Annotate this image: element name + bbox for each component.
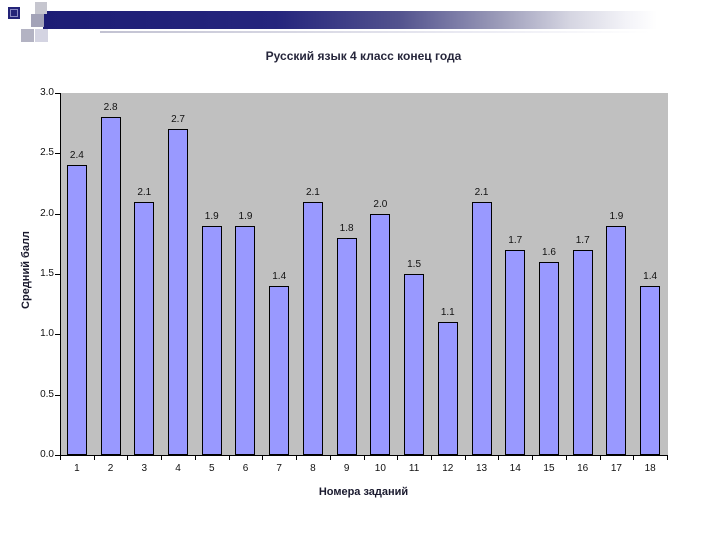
chart-title: Русский язык 4 класс конец года xyxy=(265,49,462,63)
y-tick-mark xyxy=(55,455,60,456)
x-tick-label: 13 xyxy=(475,463,488,474)
x-tick-mark xyxy=(329,456,331,460)
x-tick-mark xyxy=(464,456,466,460)
x-tick-label: 17 xyxy=(610,463,622,474)
x-tick-mark xyxy=(127,456,129,460)
x-tick-label: 2 xyxy=(107,463,114,474)
x-tick-label: 11 xyxy=(408,463,420,474)
x-tick-mark xyxy=(667,456,668,460)
deco-square-pale-lavender xyxy=(35,29,48,42)
x-tick-label: 1 xyxy=(74,463,80,474)
bar-value-label: 1.7 xyxy=(575,235,590,246)
bar-value-label: 1.8 xyxy=(339,223,354,234)
bar-value-label: 1.9 xyxy=(609,211,624,222)
bar-task-5 xyxy=(201,226,222,455)
bar-value-label: 2.7 xyxy=(171,114,185,125)
y-tick-label: 0.0 xyxy=(40,449,54,460)
bar-value-label: 2.8 xyxy=(103,102,118,113)
y-tick-mark xyxy=(55,93,60,94)
x-axis-title: Номера заданий xyxy=(318,486,409,498)
bar-value-label: 1.6 xyxy=(542,247,556,258)
x-tick-mark xyxy=(565,456,567,460)
x-tick-mark xyxy=(397,456,399,460)
y-tick-mark xyxy=(55,334,60,336)
bar-task-8 xyxy=(302,202,323,455)
y-tick-label: 3.0 xyxy=(40,87,54,98)
bar-task-16 xyxy=(572,250,593,455)
bar-task-18 xyxy=(640,286,661,455)
x-tick-label: 6 xyxy=(242,463,249,474)
x-tick-mark xyxy=(93,456,95,460)
bar-task-1 xyxy=(66,165,87,455)
header-underline xyxy=(100,31,650,33)
x-tick-mark xyxy=(532,456,534,460)
deco-square-medium-gray xyxy=(31,14,44,27)
bar-task-17 xyxy=(606,226,627,455)
x-tick-label: 7 xyxy=(276,463,282,474)
x-tick-label: 16 xyxy=(577,463,589,474)
x-tick-label: 14 xyxy=(509,463,521,474)
bar-task-3 xyxy=(134,202,155,455)
y-tick-mark xyxy=(55,153,60,155)
y-tick-mark xyxy=(55,394,60,396)
x-tick-mark xyxy=(161,456,163,460)
bar-value-label: 1.7 xyxy=(508,235,523,246)
x-tick-mark xyxy=(296,456,298,460)
bar-value-label: 2.0 xyxy=(373,199,388,210)
deco-square-inner-outline xyxy=(10,9,18,17)
plot-area xyxy=(60,93,668,456)
y-tick-mark xyxy=(55,213,60,215)
y-tick-label: 1.0 xyxy=(40,328,54,340)
x-tick-mark xyxy=(498,456,500,460)
deco-square-navy-outlined xyxy=(8,7,20,19)
bar-value-label: 2.1 xyxy=(474,187,489,198)
x-tick-mark xyxy=(363,456,365,460)
bar-task-9 xyxy=(336,238,357,455)
x-tick-label: 9 xyxy=(343,463,350,474)
bar-value-label: 1.9 xyxy=(238,211,253,222)
x-tick-label: 15 xyxy=(543,463,555,474)
x-tick-label: 10 xyxy=(374,463,386,474)
bar-task-2 xyxy=(100,117,121,455)
x-tick-mark xyxy=(228,456,230,460)
x-tick-mark xyxy=(599,456,601,460)
x-tick-label: 4 xyxy=(175,463,181,474)
y-tick-label: 1.5 xyxy=(40,268,54,279)
x-tick-mark xyxy=(633,456,635,460)
x-tick-mark xyxy=(430,456,432,460)
bar-task-4 xyxy=(168,129,189,455)
y-tick-label: 2.5 xyxy=(40,147,54,159)
x-tick-label: 8 xyxy=(310,463,316,474)
bar-value-label: 1.1 xyxy=(440,307,455,318)
x-tick-label: 3 xyxy=(141,463,148,474)
bar-task-6 xyxy=(235,226,256,455)
x-tick-mark xyxy=(262,456,264,460)
bar-task-7 xyxy=(269,286,290,455)
bar-task-12 xyxy=(437,322,458,455)
bar-value-label: 1.5 xyxy=(407,259,422,270)
header-gradient-bar xyxy=(43,11,657,29)
x-tick-label: 12 xyxy=(442,463,454,474)
deco-square-light-gray xyxy=(21,29,34,42)
bar-value-label: 2.1 xyxy=(305,187,320,198)
x-tick-mark xyxy=(60,456,61,460)
bar-task-11 xyxy=(404,274,425,455)
bar-task-14 xyxy=(505,250,526,455)
bar-value-label: 1.4 xyxy=(643,271,658,282)
deco-square-silver xyxy=(35,2,47,14)
x-tick-mark xyxy=(194,456,196,460)
bar-value-label: 1.4 xyxy=(272,271,287,282)
y-tick-label: 0.5 xyxy=(40,388,54,400)
bar-task-13 xyxy=(471,202,492,455)
y-tick-label: 2.0 xyxy=(40,207,54,219)
x-tick-label: 18 xyxy=(644,463,656,474)
bar-value-label: 2.4 xyxy=(69,150,84,161)
bar-task-10 xyxy=(370,214,391,455)
x-tick-label: 5 xyxy=(208,463,215,474)
bar-value-label: 1.9 xyxy=(204,211,219,222)
bar-task-15 xyxy=(538,262,559,455)
bar-value-label: 2.1 xyxy=(137,187,152,198)
y-tick-mark xyxy=(55,274,60,275)
